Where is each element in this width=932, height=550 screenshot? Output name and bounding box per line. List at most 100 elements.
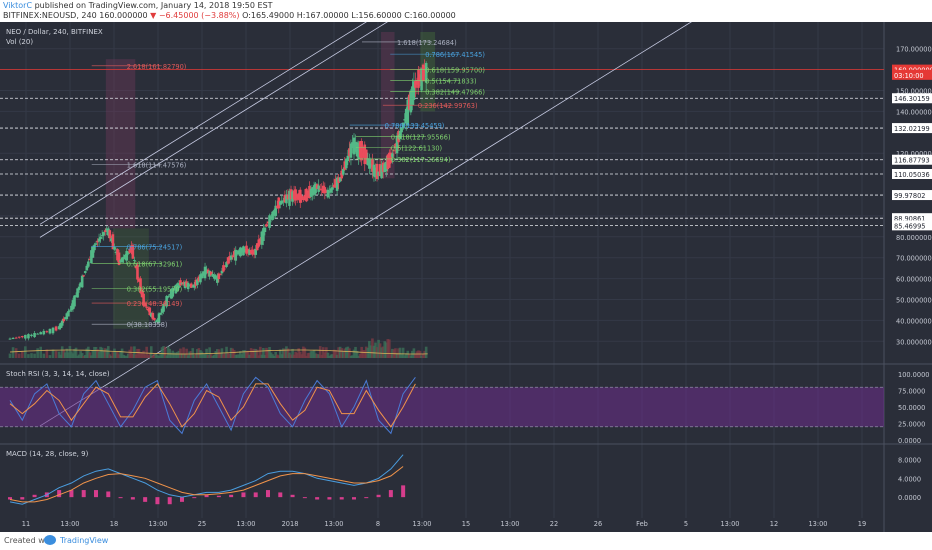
time-tick-label: 26 — [594, 520, 602, 528]
volume-bar — [208, 347, 211, 358]
candle-up — [229, 255, 233, 260]
stoch-legend: Stoch RSI (3, 3, 14, 14, close) — [6, 370, 110, 378]
candle-up — [235, 252, 239, 254]
candle-down — [417, 69, 420, 88]
stoch-tick-label: 100.0000 — [898, 371, 929, 379]
time-tick-label: 5 — [684, 520, 688, 528]
fib-level-label: 2.618(161.82790) — [127, 63, 187, 71]
volume-bar — [111, 352, 115, 358]
price-tick-label: 60.000000 — [896, 276, 932, 284]
volume-bar — [259, 346, 262, 358]
volume-bar — [401, 347, 405, 358]
level-price-text: 132.02199 — [894, 125, 930, 133]
candle-down — [375, 163, 379, 179]
volume-bar — [151, 355, 155, 358]
candle-up — [214, 275, 218, 280]
time-tick-label: 19 — [858, 520, 866, 528]
candle-down — [103, 230, 107, 232]
candle-down — [334, 179, 337, 188]
candle-up — [240, 248, 244, 253]
candle-up — [105, 228, 109, 231]
candle-up — [99, 236, 102, 239]
volume-bar — [352, 349, 356, 358]
volume-bar — [117, 354, 121, 358]
volume-bar — [182, 347, 185, 358]
volume-bar — [8, 353, 12, 358]
candle-up — [216, 275, 219, 283]
stoch-tick-label: 75.0000 — [898, 388, 925, 396]
fib-level-label: 0.618(159.95700) — [425, 67, 485, 75]
level-price-tag — [892, 220, 932, 231]
volume-bar — [423, 350, 426, 358]
candle-up — [242, 246, 245, 256]
volume-bar — [395, 353, 399, 358]
candle-down — [222, 265, 225, 272]
volume-bar — [65, 348, 69, 358]
volume-bar — [180, 353, 184, 358]
author-link[interactable]: ViktorC — [3, 1, 33, 10]
volume-bar — [266, 349, 270, 358]
candle-up — [59, 323, 62, 329]
candle-up — [202, 271, 205, 276]
volume-bar — [116, 351, 119, 358]
candle-down — [348, 148, 351, 157]
volume-bar — [389, 353, 393, 358]
volume-bar — [203, 353, 207, 358]
volume-bar — [202, 353, 205, 358]
candle-up — [165, 296, 168, 307]
candle-up — [154, 321, 158, 323]
candle-down — [145, 307, 148, 309]
candle-up — [166, 296, 170, 298]
volume-bar — [306, 353, 310, 358]
candle-up — [173, 289, 176, 291]
candle-up — [100, 235, 104, 237]
volume-bar — [269, 352, 273, 358]
volume-bar — [368, 341, 371, 358]
candle-up — [355, 142, 359, 157]
candle-down — [389, 152, 393, 163]
volume-bar — [418, 350, 422, 358]
tradingview-brand-link[interactable]: TradingView — [60, 536, 109, 545]
volume-bar — [149, 346, 153, 358]
volume-bar — [271, 354, 274, 358]
candle-up — [39, 332, 43, 335]
volume-bar — [74, 347, 78, 358]
macd-histogram-bar — [155, 497, 160, 505]
macd-tick-label: 4.0000 — [898, 475, 921, 483]
volume-bar — [27, 354, 30, 358]
macd-histogram-bar — [20, 497, 25, 500]
volume-bar — [183, 353, 187, 358]
candle-up — [234, 249, 238, 261]
volume-bar — [404, 353, 408, 358]
chart-svg[interactable]: 1.618(173.24684) 0.786(167.41545) 0.618(15… — [0, 0, 932, 532]
time-tick-label: 2018 — [282, 520, 299, 528]
candle-down — [231, 255, 234, 257]
time-tick-label: 15 — [462, 520, 470, 528]
candle-down — [197, 276, 201, 282]
candle-down — [302, 198, 305, 200]
candle-down — [206, 269, 210, 274]
level-price-tag — [892, 93, 932, 104]
volume-bar — [248, 354, 251, 358]
candle-down — [219, 273, 222, 275]
candle-up — [114, 251, 118, 253]
volume-bar — [80, 353, 84, 358]
candle-up — [48, 328, 52, 334]
volume-bar — [331, 354, 334, 358]
stoch-d-line — [9, 383, 416, 428]
macd-histogram-bar — [8, 497, 12, 500]
macd-histogram-bar — [106, 491, 111, 498]
price-tick-label: 120.000000 — [896, 150, 932, 158]
chart-area[interactable]: 1.618(173.24684) 0.786(167.41545) 0.618(15… — [0, 0, 932, 532]
volume-bar — [355, 350, 359, 358]
candle-down — [259, 238, 262, 242]
fib-level-label: 0.236(142.99763) — [418, 102, 478, 110]
volume-bar — [308, 352, 311, 358]
fib-zone-band — [105, 59, 136, 229]
candle-down — [209, 271, 213, 276]
volume-bar — [315, 353, 319, 358]
candle-up — [188, 285, 191, 287]
candle-up — [205, 269, 208, 274]
volume-bar — [94, 347, 98, 358]
volume-bar — [131, 353, 135, 358]
